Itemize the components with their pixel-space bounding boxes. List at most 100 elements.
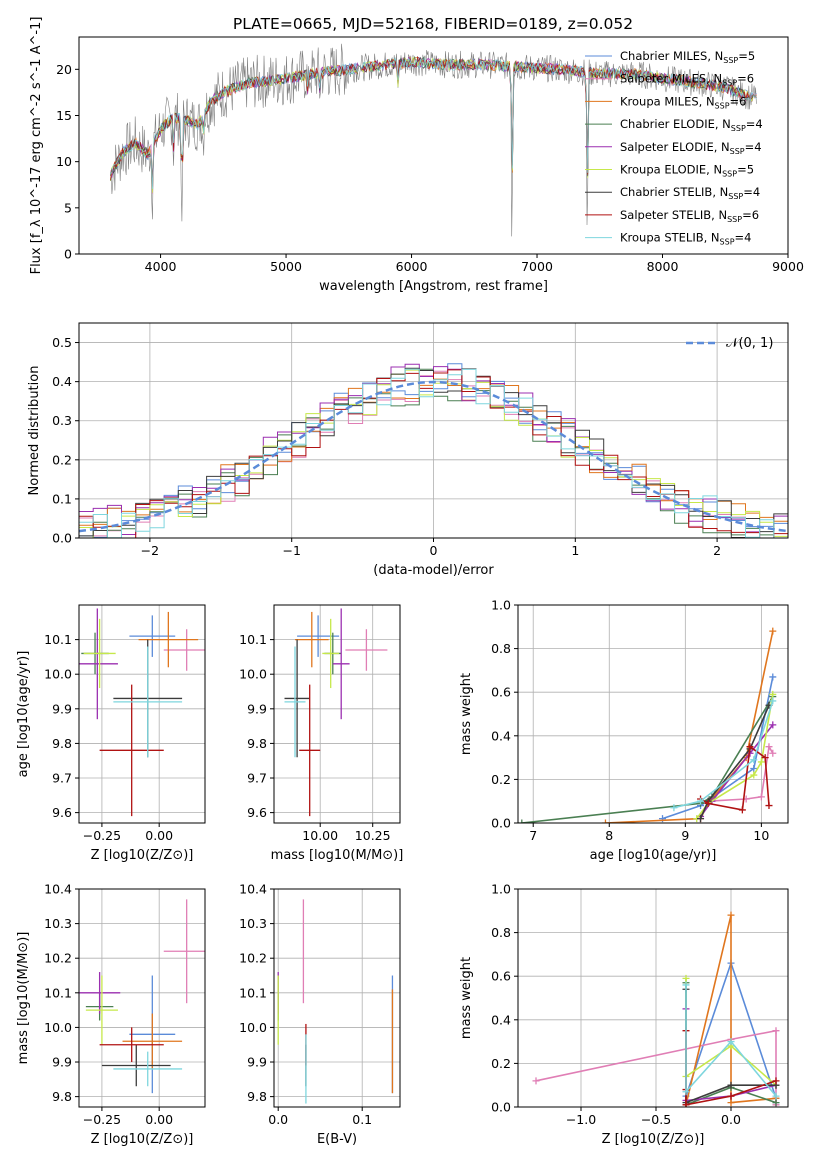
y-tick-label: 5 bbox=[64, 200, 72, 215]
errorbar-kroupa_elodie bbox=[85, 975, 118, 1045]
y-tick-label: 10.4 bbox=[239, 882, 267, 897]
y-axis-label: mass weight bbox=[459, 957, 474, 1039]
x-tick-label: 7000 bbox=[521, 259, 553, 274]
data-point bbox=[738, 806, 746, 814]
series-chabrier_elodie bbox=[518, 693, 777, 823]
y-axis-label: mass weight bbox=[459, 673, 474, 755]
x-tick-label: 9000 bbox=[772, 259, 804, 274]
x-axis-label: E(B-V) bbox=[317, 1132, 357, 1147]
y-axis-label: Flux [f_λ 10^-17 erg cm^-2 s^-1 A^-1] bbox=[29, 17, 44, 275]
data-point bbox=[772, 1077, 780, 1085]
data-point bbox=[750, 765, 758, 772]
series-salpeter_stelib bbox=[697, 743, 773, 814]
x-tick-label: 4000 bbox=[145, 259, 177, 274]
y-tick-label: 0.2 bbox=[52, 452, 72, 467]
histogram-kroupa_stelib bbox=[79, 368, 788, 538]
x-tick-label: −1 bbox=[282, 543, 300, 558]
x-tick-label: 9 bbox=[681, 828, 689, 843]
errorbar-kroupa_elodie bbox=[322, 618, 340, 689]
data-point bbox=[532, 1077, 540, 1085]
y-tick-label: 10.0 bbox=[239, 667, 267, 682]
errorbar-chabrier_miles bbox=[129, 615, 176, 657]
errorbar-salpeter_miles bbox=[345, 629, 388, 671]
data-point bbox=[727, 911, 735, 919]
series-kroupa_stelib bbox=[670, 697, 777, 812]
x-axis-label: Z [log10(Z/Z⊙)] bbox=[91, 848, 194, 863]
errorbar-salpeter_stelib bbox=[99, 684, 164, 817]
axes-frame bbox=[273, 604, 401, 824]
data-point bbox=[601, 819, 609, 823]
x-tick-label: 2 bbox=[713, 543, 721, 558]
y-tick-label: 1.0 bbox=[491, 882, 511, 897]
y-axis-label: Normed distribution bbox=[27, 366, 42, 496]
data-point bbox=[772, 1027, 780, 1035]
series-kroupa_miles bbox=[601, 627, 777, 823]
errorbar-chabrier_miles bbox=[297, 615, 340, 657]
errorbar-kroupa_stelib bbox=[113, 1051, 183, 1087]
histogram-salpeter_miles bbox=[79, 370, 788, 538]
y-tick-label: 9.9 bbox=[247, 1055, 267, 1070]
axes-frame bbox=[78, 604, 206, 824]
y-tick-label: 9.7 bbox=[247, 771, 267, 786]
errorbar-salpeter_stelib bbox=[99, 1027, 164, 1063]
model-spectrum-kroupa_stelib bbox=[110, 57, 757, 190]
errorbar-chabrier_stelib bbox=[284, 639, 310, 758]
y-tick-label: 9.8 bbox=[52, 1089, 72, 1104]
x-tick-label: 5000 bbox=[270, 259, 302, 274]
data-point bbox=[757, 793, 765, 801]
data-point bbox=[769, 749, 777, 757]
y-tick-label: 10.1 bbox=[239, 632, 267, 647]
axes-frame bbox=[78, 36, 789, 255]
plot-area bbox=[284, 608, 388, 817]
x-tick-label: 0.0 bbox=[721, 1112, 741, 1127]
errorbar-kroupa_stelib bbox=[113, 646, 183, 758]
legend-entry: Salpeter STELIB, NSSP=6 bbox=[620, 208, 759, 224]
x-axis-label: Z [log10(Z/Z⊙)] bbox=[91, 1132, 194, 1147]
y-tick-label: 10.2 bbox=[239, 951, 267, 966]
figure-title: PLATE=0665, MJD=52168, FIBERID=0189, z=0… bbox=[233, 15, 633, 33]
x-tick-label: 0.00 bbox=[145, 828, 173, 843]
x-axis-label: age [log10(age/yr)] bbox=[590, 848, 717, 863]
axes-frame bbox=[517, 604, 789, 824]
data-point bbox=[704, 799, 712, 807]
y-tick-label: 1.0 bbox=[491, 598, 511, 613]
data-point bbox=[757, 758, 765, 766]
data-point bbox=[697, 797, 705, 805]
x-tick-label: 0.0 bbox=[268, 1112, 288, 1127]
data-point bbox=[761, 754, 769, 762]
plot-area bbox=[79, 608, 205, 817]
y-tick-label: 9.7 bbox=[52, 771, 72, 786]
y-tick-label: 10.0 bbox=[44, 667, 72, 682]
data-point bbox=[769, 627, 777, 635]
data-point bbox=[769, 673, 777, 681]
y-tick-label: 10.1 bbox=[239, 985, 267, 1000]
x-tick-label: 8000 bbox=[647, 259, 679, 274]
errorbar-salpeter_elodie bbox=[79, 608, 118, 720]
legend: Chabrier MILES, NSSP=5 Salpeter MILES, NS… bbox=[585, 49, 763, 247]
errorbar-salpeter_elodie bbox=[332, 608, 350, 720]
data-point bbox=[727, 1092, 735, 1100]
y-tick-label: 0.1 bbox=[52, 491, 72, 506]
y-tick-label: 0.2 bbox=[491, 772, 511, 787]
panel-mass-weight-vs-age: 7 8 9 10 0.0 0.2 0.4 0.6 0.8 1.0 age [log10(age/yr… bbox=[459, 598, 789, 863]
x-axis-label: (data-model)/error bbox=[373, 563, 494, 578]
y-tick-label: 0.4 bbox=[52, 374, 72, 389]
y-tick-label: 10.1 bbox=[44, 632, 72, 647]
data-point bbox=[769, 690, 777, 698]
errorbar-salpeter_miles bbox=[163, 629, 205, 671]
panel-mass-weight-vs-z: −1.0 −0.5 0.0 0.0 0.2 0.4 0.6 0.8 1.0 Z [log10(Z/… bbox=[459, 882, 789, 1147]
y-tick-label: 0.2 bbox=[491, 1056, 511, 1071]
panel-residual-histogram: 𝒩(0, 1) −2 −1 0 1 2 0.0 0.1 0.2 0.3 0.4 0.5 (data-mo… bbox=[27, 322, 789, 578]
y-tick-label: 9.9 bbox=[52, 701, 72, 716]
data-point bbox=[518, 819, 526, 823]
plot-area bbox=[518, 627, 777, 823]
data-point bbox=[682, 1088, 690, 1096]
x-tick-label: 10 bbox=[753, 828, 769, 843]
gaussian-curve bbox=[79, 380, 788, 533]
y-tick-label: 10.4 bbox=[44, 882, 72, 897]
panel-mass-vs-z: −0.25 0.00 9.8 9.9 10.0 10.1 10.2 10.3 10.4 Z [lo… bbox=[16, 882, 206, 1147]
legend-entry: Salpeter MILES, NSSP=6 bbox=[620, 72, 754, 88]
y-tick-label: 0.4 bbox=[491, 1012, 511, 1027]
series-chabrier_miles bbox=[659, 673, 777, 823]
